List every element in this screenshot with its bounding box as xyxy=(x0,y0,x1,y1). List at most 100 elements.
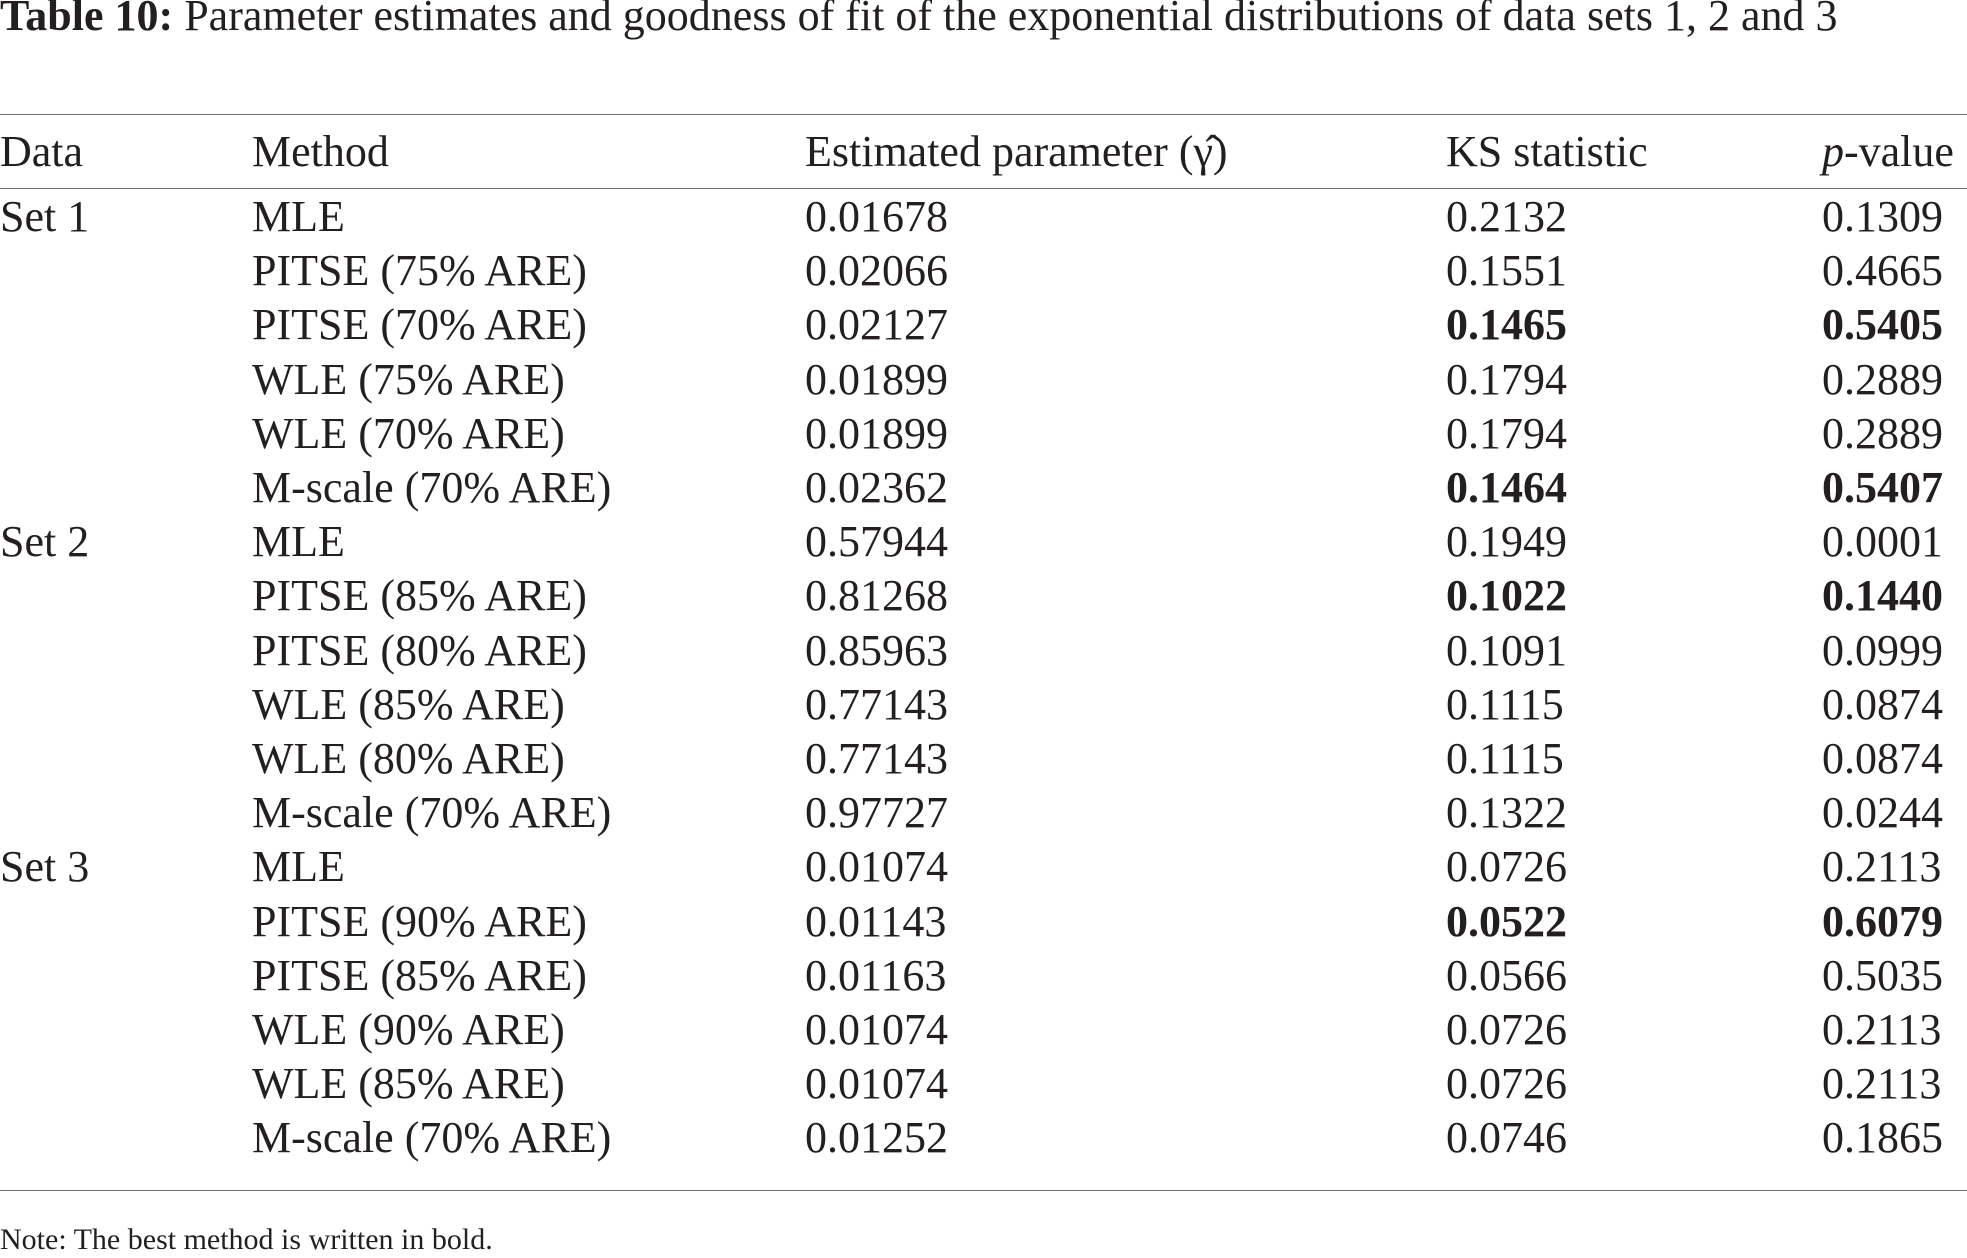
cell-data xyxy=(0,244,252,298)
table-row: PITSE (70% ARE) 0.02127 0.1465 0.5405 xyxy=(0,298,1967,352)
header-method: Method xyxy=(252,126,389,176)
cell-p-value: 0.2113 xyxy=(1822,1004,1942,1054)
cell-data xyxy=(0,949,252,1003)
table-header: Data Method Estimated parameter (γ̂) KS … xyxy=(0,114,1967,188)
table-caption-label: Table 10: xyxy=(0,0,174,40)
cell-data xyxy=(0,1003,252,1057)
cell-method: WLE (85% ARE) xyxy=(252,1059,565,1109)
cell-ks-statistic: 0.0522 xyxy=(1446,896,1567,946)
table-header-rule xyxy=(0,188,1967,189)
cell-estimated-parameter: 0.77143 xyxy=(805,733,948,783)
cell-data: Set 1 xyxy=(0,192,90,242)
cell-estimated-parameter: 0.01074 xyxy=(805,842,948,892)
table-row: WLE (85% ARE) 0.01074 0.0726 0.2113 xyxy=(0,1057,1967,1111)
cell-method: PITSE (90% ARE) xyxy=(252,896,587,946)
cell-method: M-scale (70% ARE) xyxy=(252,788,612,838)
cell-estimated-parameter: 0.01074 xyxy=(805,1059,948,1109)
cell-method: PITSE (80% ARE) xyxy=(252,625,587,675)
cell-p-value: 0.6079 xyxy=(1822,896,1943,946)
cell-estimated-parameter: 0.77143 xyxy=(805,679,948,729)
cell-ks-statistic: 0.1115 xyxy=(1446,733,1564,783)
table-caption-text: Parameter estimates and goodness of fit … xyxy=(184,0,1838,40)
cell-p-value: 0.1309 xyxy=(1822,192,1943,242)
cell-method: MLE xyxy=(252,842,345,892)
cell-method: PITSE (85% ARE) xyxy=(252,950,587,1000)
cell-ks-statistic: 0.1949 xyxy=(1446,517,1567,567)
cell-method: WLE (75% ARE) xyxy=(252,354,565,404)
cell-p-value: 0.0874 xyxy=(1822,679,1943,729)
cell-method: PITSE (70% ARE) xyxy=(252,300,587,350)
cell-estimated-parameter: 0.02127 xyxy=(805,300,948,350)
cell-p-value: 0.5035 xyxy=(1822,950,1943,1000)
cell-p-value: 0.1440 xyxy=(1822,571,1943,621)
table-row: WLE (80% ARE) 0.77143 0.1115 0.0874 xyxy=(0,732,1967,786)
table-row: M-scale (70% ARE) 0.02362 0.1464 0.5407 xyxy=(0,461,1967,515)
cell-p-value: 0.0001 xyxy=(1822,517,1943,567)
cell-data xyxy=(0,732,252,786)
cell-p-value: 0.2889 xyxy=(1822,354,1943,404)
table-row: PITSE (75% ARE) 0.02066 0.1551 0.4665 xyxy=(0,244,1967,298)
cell-ks-statistic: 0.1465 xyxy=(1446,300,1567,350)
cell-data xyxy=(0,298,252,352)
cell-data xyxy=(0,569,252,623)
header-ks-statistic: KS statistic xyxy=(1446,126,1648,176)
cell-estimated-parameter: 0.85963 xyxy=(805,625,948,675)
cell-ks-statistic: 0.0746 xyxy=(1446,1113,1567,1163)
cell-p-value: 0.5407 xyxy=(1822,463,1943,513)
cell-p-value: 0.2889 xyxy=(1822,408,1943,458)
cell-ks-statistic: 0.1794 xyxy=(1446,354,1567,404)
cell-ks-statistic: 0.1464 xyxy=(1446,463,1567,513)
cell-estimated-parameter: 0.02362 xyxy=(805,463,948,513)
cell-ks-statistic: 0.0726 xyxy=(1446,1059,1567,1109)
cell-data xyxy=(0,624,252,678)
header-estimated-parameter: Estimated parameter (γ̂) xyxy=(805,126,1228,176)
cell-data: Set 2 xyxy=(0,517,90,567)
cell-ks-statistic: 0.0566 xyxy=(1446,950,1567,1000)
cell-data xyxy=(0,1057,252,1111)
cell-data xyxy=(0,461,252,515)
cell-ks-statistic: 0.0726 xyxy=(1446,1004,1567,1054)
cell-p-value: 0.5405 xyxy=(1822,300,1943,350)
header-p-value: p-value xyxy=(1822,114,1967,188)
cell-method: M-scale (70% ARE) xyxy=(252,463,612,513)
cell-p-value: 0.4665 xyxy=(1822,246,1943,296)
header-row: Data Method Estimated parameter (γ̂) KS … xyxy=(0,114,1967,188)
cell-estimated-parameter: 0.01678 xyxy=(805,192,948,242)
cell-method: WLE (70% ARE) xyxy=(252,408,565,458)
cell-data xyxy=(0,786,252,840)
header-p-value-rest: -value xyxy=(1844,126,1954,176)
cell-ks-statistic: 0.0726 xyxy=(1446,842,1567,892)
cell-method: WLE (80% ARE) xyxy=(252,733,565,783)
cell-data: Set 3 xyxy=(0,842,90,892)
cell-ks-statistic: 0.1022 xyxy=(1446,571,1567,621)
cell-estimated-parameter: 0.97727 xyxy=(805,788,948,838)
cell-method: MLE xyxy=(252,192,345,242)
cell-estimated-parameter: 0.01899 xyxy=(805,408,948,458)
cell-estimated-parameter: 0.01143 xyxy=(805,896,947,946)
cell-method: PITSE (75% ARE) xyxy=(252,246,587,296)
table-top-rule xyxy=(0,114,1967,115)
cell-estimated-parameter: 0.81268 xyxy=(805,571,948,621)
table-row: WLE (85% ARE) 0.77143 0.1115 0.0874 xyxy=(0,678,1967,732)
table-row: PITSE (80% ARE) 0.85963 0.1091 0.0999 xyxy=(0,624,1967,678)
cell-p-value: 0.0244 xyxy=(1822,788,1943,838)
table-row: PITSE (90% ARE) 0.01143 0.0522 0.6079 xyxy=(0,894,1967,948)
header-p-value-italic: p xyxy=(1822,126,1844,176)
cell-estimated-parameter: 0.01252 xyxy=(805,1113,948,1163)
table-body: Set 1 MLE 0.01678 0.2132 0.1309 PITSE (75% AR… xyxy=(0,188,1967,1165)
cell-estimated-parameter: 0.01163 xyxy=(805,950,947,1000)
cell-ks-statistic: 0.2132 xyxy=(1446,192,1567,242)
cell-p-value: 0.2113 xyxy=(1822,842,1942,892)
cell-estimated-parameter: 0.01899 xyxy=(805,354,948,404)
cell-p-value: 0.0874 xyxy=(1822,733,1943,783)
table-row: WLE (90% ARE) 0.01074 0.0726 0.2113 xyxy=(0,1003,1967,1057)
cell-estimated-parameter: 0.01074 xyxy=(805,1004,948,1054)
cell-ks-statistic: 0.1115 xyxy=(1446,679,1564,729)
table-row: M-scale (70% ARE) 0.01252 0.0746 0.1865 xyxy=(0,1111,1967,1165)
table-row: M-scale (70% ARE) 0.97727 0.1322 0.0244 xyxy=(0,786,1967,840)
table-caption: Table 10: Parameter estimates and goodne… xyxy=(0,0,1960,42)
cell-data xyxy=(0,353,252,407)
cell-estimated-parameter: 0.02066 xyxy=(805,246,948,296)
table-row: WLE (70% ARE) 0.01899 0.1794 0.2889 xyxy=(0,407,1967,461)
